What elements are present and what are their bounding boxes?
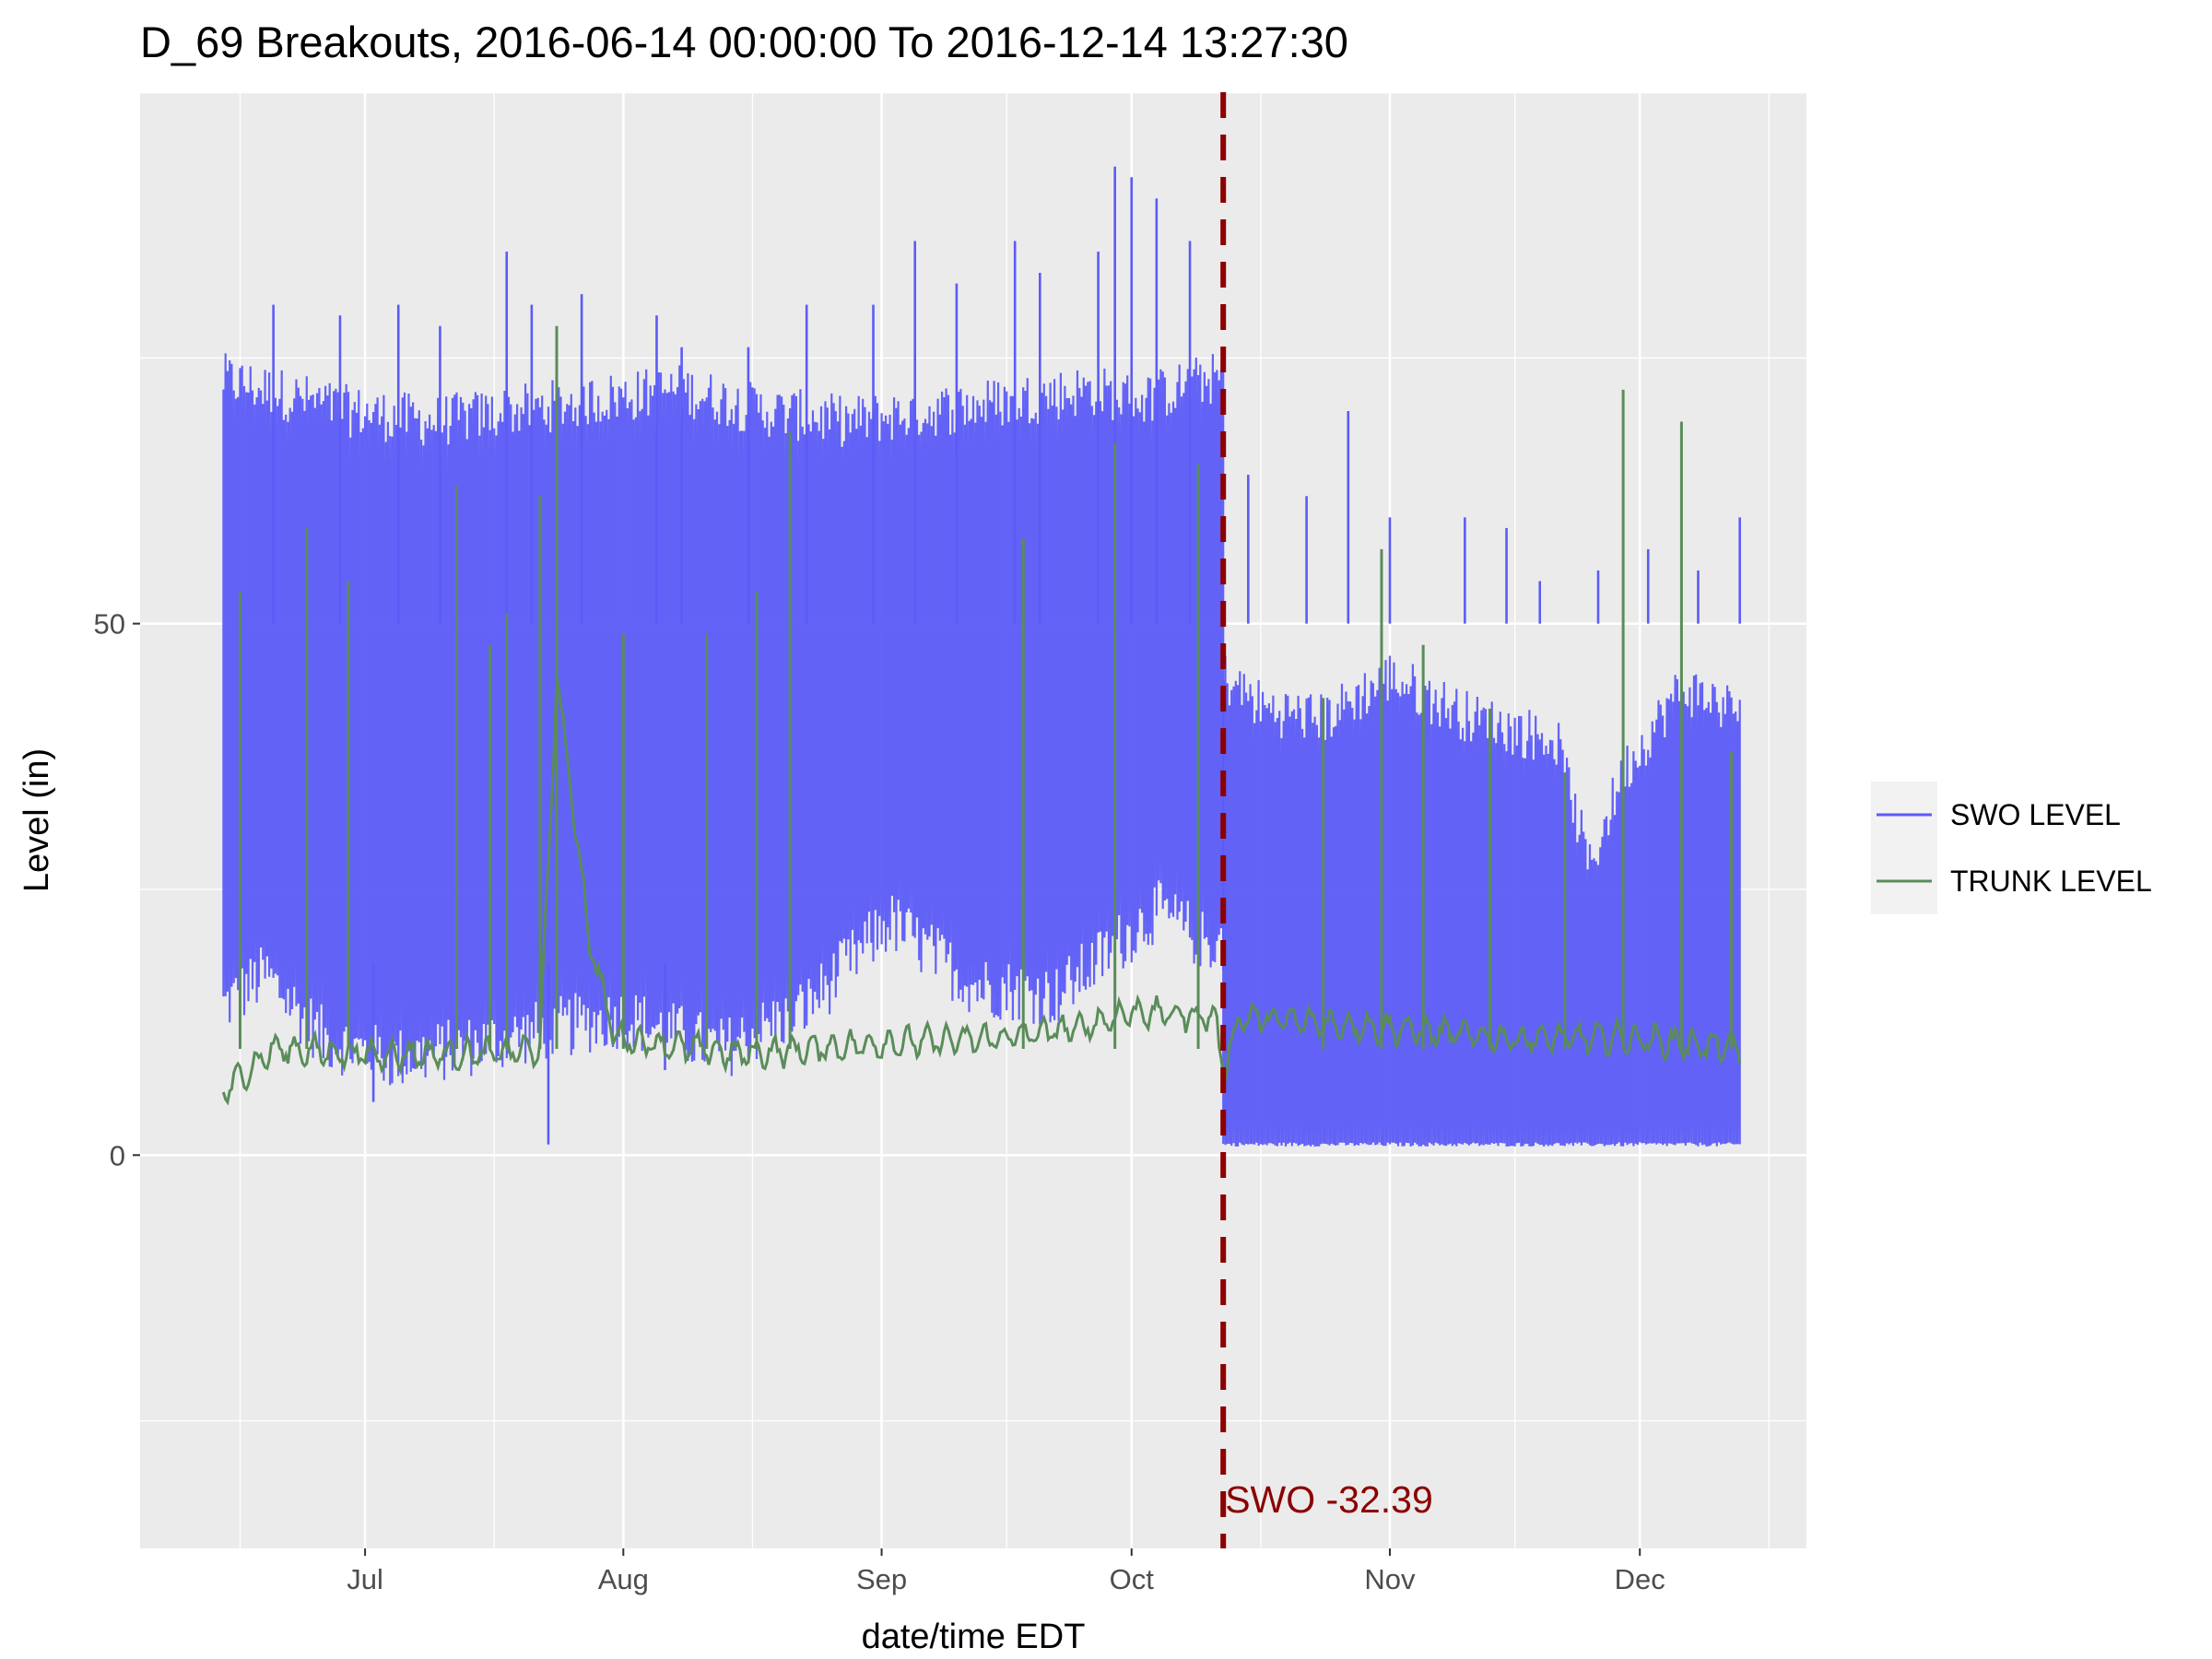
x-axis: Jul Aug Sep Oct Nov Dec <box>347 1548 1665 1595</box>
x-axis-label: date/time EDT <box>862 1618 1086 1656</box>
legend: SWO LEVEL TRUNK LEVEL <box>1871 782 2152 914</box>
y-axis: 0 50 <box>94 608 140 1171</box>
x-tick-label: Sep <box>856 1563 907 1595</box>
trunk-level-line <box>221 677 1742 1106</box>
legend-label: SWO LEVEL <box>1950 798 2121 831</box>
legend-label: TRUNK LEVEL <box>1950 865 2152 898</box>
annotation-layer: SWO -32.39 <box>1220 92 1433 1548</box>
swo-level-band <box>1222 655 1741 1147</box>
swo-level-band <box>222 353 1225 1086</box>
x-tick-label: Oct <box>1110 1563 1155 1595</box>
x-tick-label: Aug <box>598 1563 649 1595</box>
y-tick-label: 0 <box>110 1139 125 1171</box>
x-tick-label: Dec <box>1615 1563 1665 1595</box>
series-layer <box>221 166 1742 1147</box>
y-axis-label: Level (in) <box>18 748 56 892</box>
threshold-label: SWO -32.39 <box>1225 1478 1433 1521</box>
y-tick-label: 50 <box>94 608 125 641</box>
chart-title: D_69 Breakouts, 2016-06-14 00:00:00 To 2… <box>140 18 1348 66</box>
x-tick-label: Jul <box>347 1563 383 1595</box>
x-tick-label: Nov <box>1364 1563 1416 1595</box>
